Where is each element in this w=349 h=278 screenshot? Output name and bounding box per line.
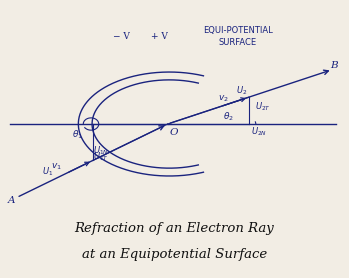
Text: B: B bbox=[331, 61, 338, 70]
Text: + V: + V bbox=[151, 32, 168, 41]
Text: $U_2$: $U_2$ bbox=[236, 84, 248, 96]
Text: O: O bbox=[170, 128, 178, 137]
Text: $U_{1T}$: $U_{1T}$ bbox=[94, 150, 109, 163]
Text: $v_1$: $v_1$ bbox=[51, 161, 61, 172]
Text: at an Equipotential Surface: at an Equipotential Surface bbox=[82, 248, 267, 261]
Text: SURFACE: SURFACE bbox=[219, 38, 257, 47]
Text: $\theta_2$: $\theta_2$ bbox=[223, 111, 234, 123]
Text: $U_{2N}$: $U_{2N}$ bbox=[251, 126, 267, 138]
Text: $U_1$: $U_1$ bbox=[42, 166, 53, 178]
Text: EQUI-POTENTIAL: EQUI-POTENTIAL bbox=[203, 26, 273, 34]
Text: Refraction of an Electron Ray: Refraction of an Electron Ray bbox=[75, 222, 274, 235]
Text: $v_2$: $v_2$ bbox=[218, 93, 229, 104]
Text: $U_{2T}$: $U_{2T}$ bbox=[255, 100, 270, 113]
Text: $\theta_1$: $\theta_1$ bbox=[72, 129, 83, 141]
Text: $U_{1N}$: $U_{1N}$ bbox=[93, 144, 109, 157]
Text: A: A bbox=[8, 196, 15, 205]
Text: − V: − V bbox=[113, 32, 130, 41]
